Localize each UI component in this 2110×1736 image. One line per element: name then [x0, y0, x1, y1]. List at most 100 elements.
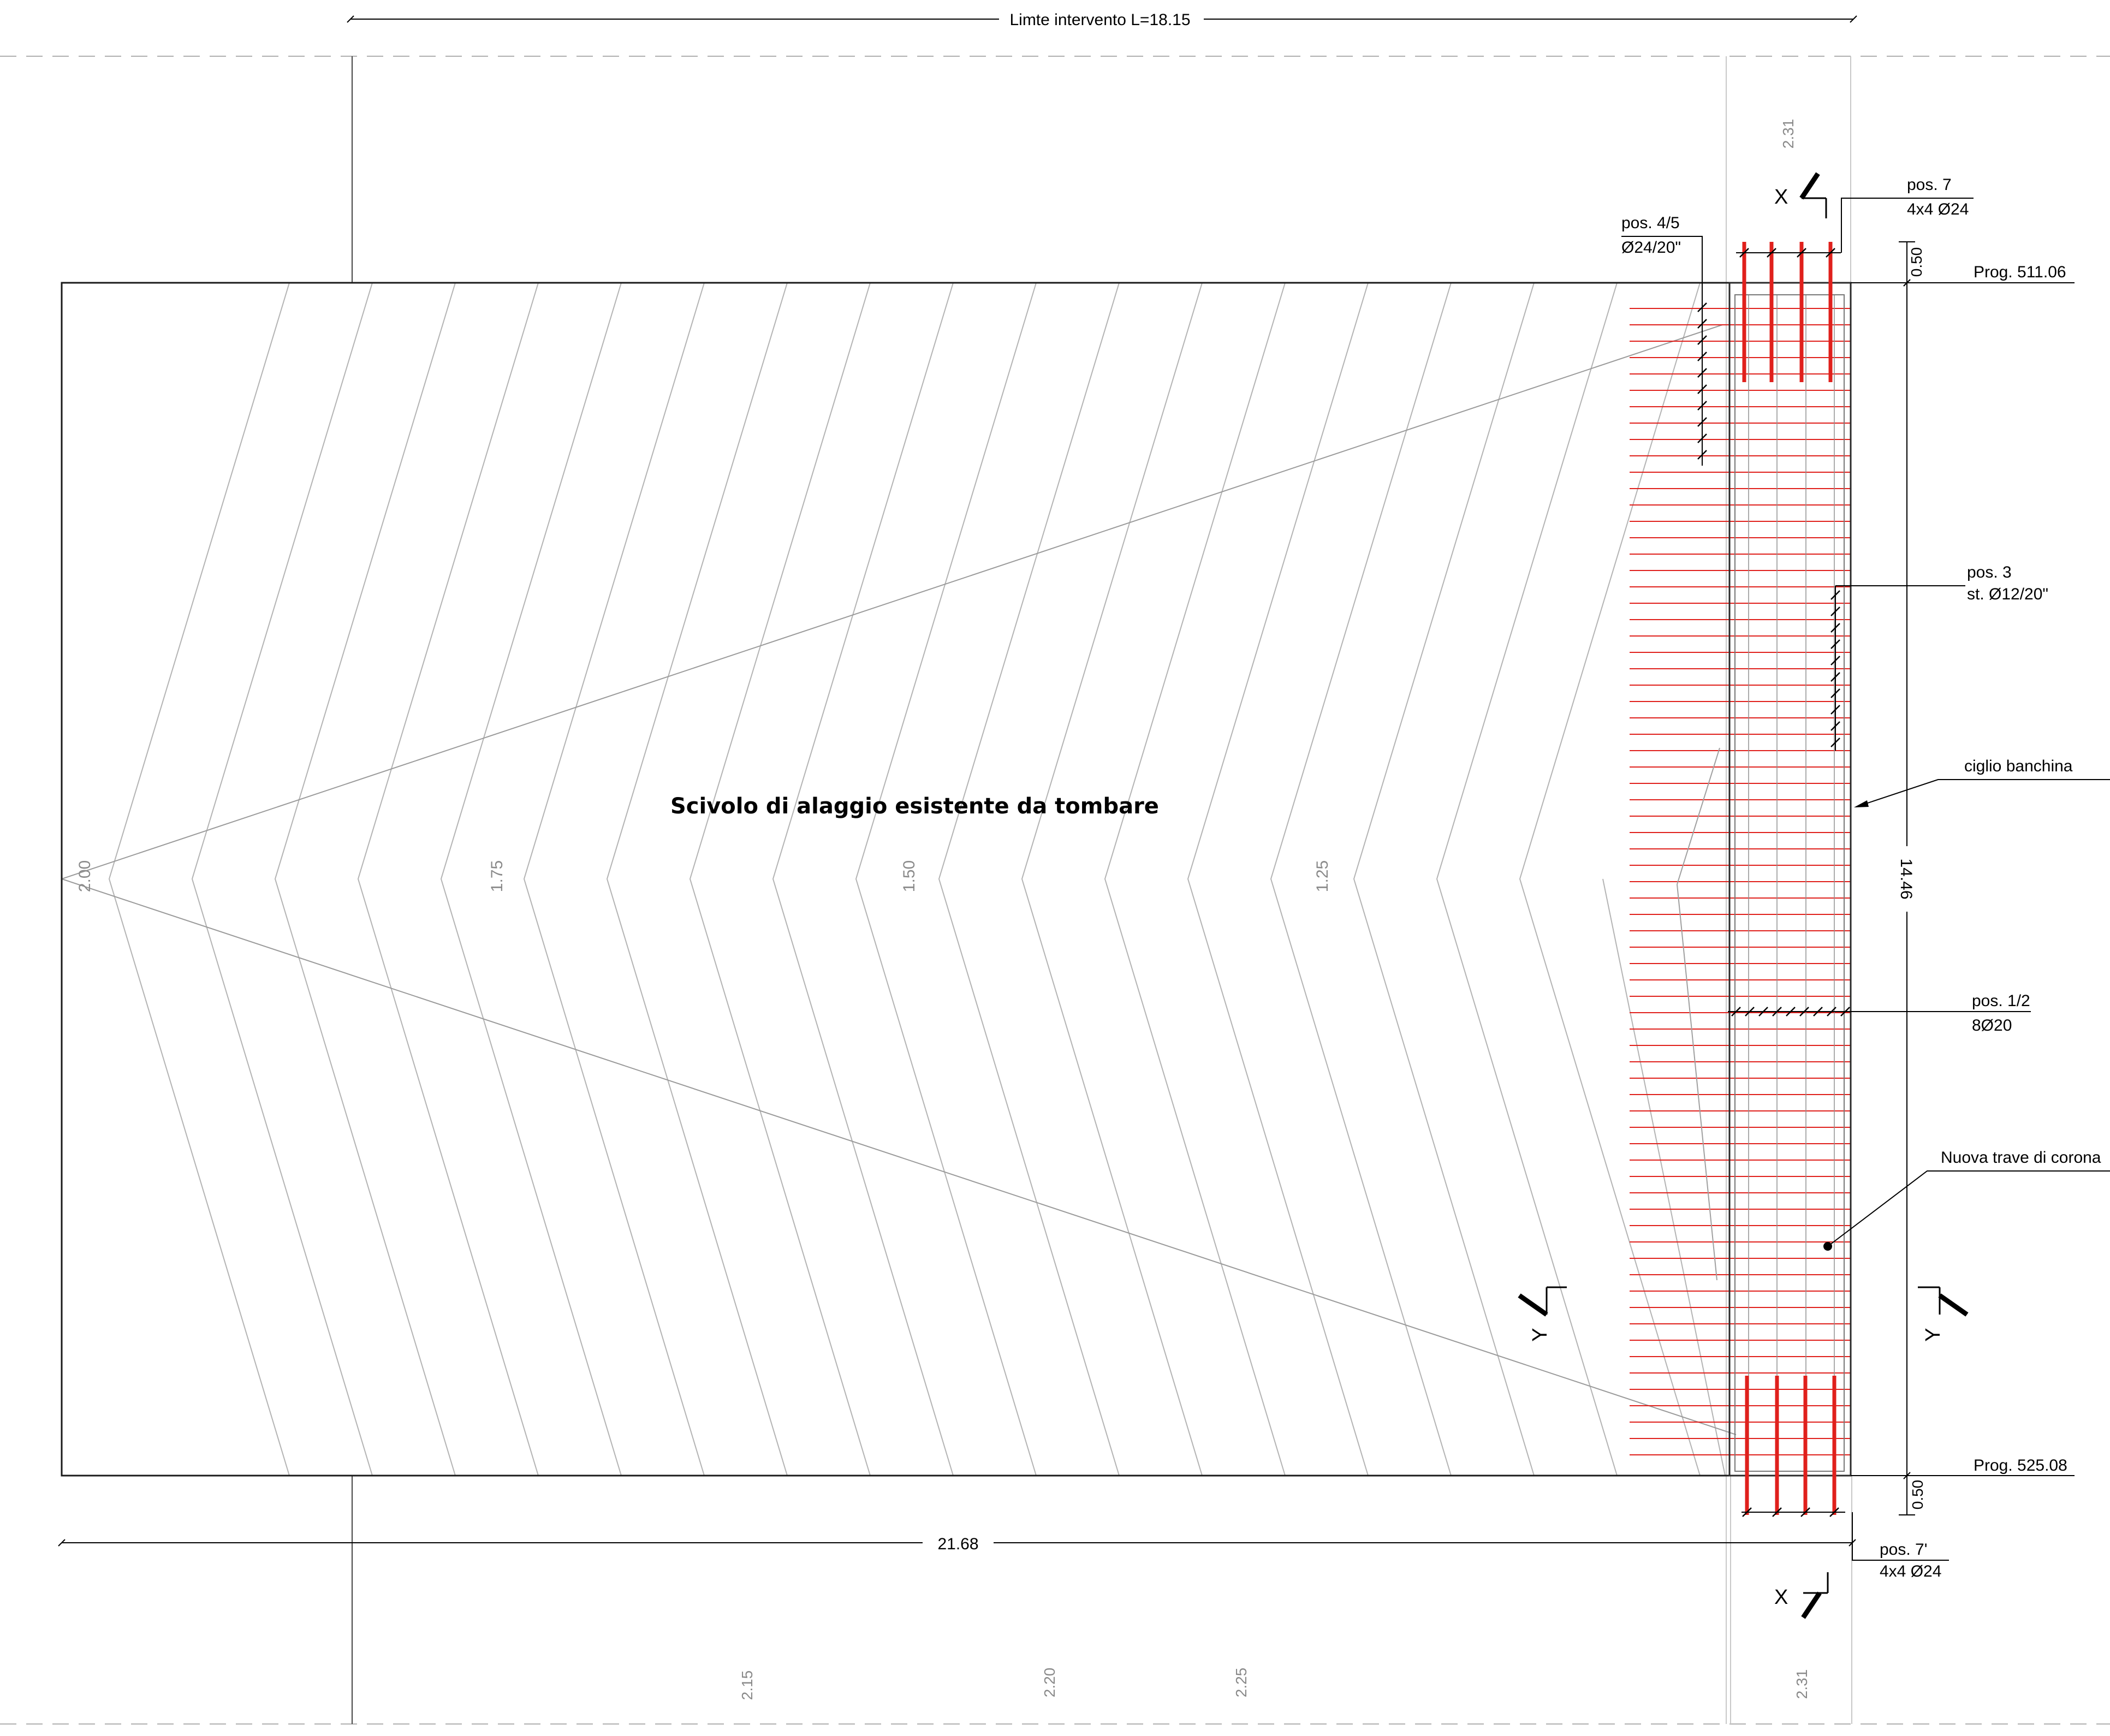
slash	[1745, 1007, 1755, 1016]
callout-pos3: pos. 3 st. Ø12/20"	[1835, 563, 2048, 751]
callout-pos12-line2: 8Ø20	[1972, 1016, 2012, 1035]
dim-offset-bottom-label: 0.50	[1909, 1480, 1926, 1510]
bottom-label-2-20: 2.20	[1041, 1668, 1058, 1698]
hatch-line	[855, 282, 1037, 1476]
callout-pos7b-line1: pos. 7'	[1880, 1541, 1927, 1559]
slash	[1826, 248, 1835, 258]
hatch-line	[1353, 282, 1535, 1476]
hatch-line	[1104, 282, 1286, 1476]
slash	[1799, 1007, 1809, 1016]
dim-offset-top-label: 0.50	[1908, 247, 1925, 277]
dim-offset-bottom: 0.50	[1899, 1476, 1926, 1515]
slash	[1742, 1507, 1752, 1517]
hatch-line	[108, 282, 290, 1476]
callout-ciglio-label: ciglio banchina	[1964, 757, 2073, 775]
section-mark-y-right: Y	[1918, 1286, 1969, 1342]
reference-lines	[0, 56, 2110, 1725]
hatch-line	[772, 282, 954, 1476]
callout-pos7b: pos. 7' 4x4 Ø24	[1852, 1512, 1949, 1580]
hatch-line	[1602, 878, 1726, 1476]
dim-offset-top: 0.50	[1899, 241, 1925, 287]
slash	[1758, 1007, 1768, 1016]
hatch-line	[1519, 282, 1701, 1476]
hatch-line	[357, 282, 539, 1476]
bottom-label-2-15: 2.15	[739, 1670, 756, 1701]
beam-grid	[1748, 295, 1835, 1471]
rebar-ties	[1728, 252, 1851, 1513]
column-lines	[1726, 56, 1852, 1724]
rebar-pos7	[1742, 242, 1833, 382]
dim-bottom-length: 21.68	[58, 1535, 1856, 1553]
slash	[1800, 1507, 1810, 1517]
section-mark-x-bottom-label: X	[1774, 1586, 1788, 1609]
callout-pos7-line1: pos. 7	[1907, 176, 1952, 194]
hatch-line	[440, 282, 622, 1476]
elevation-1-50: 1.50	[900, 860, 918, 892]
callout-pos7: pos. 7 4x4 Ø24	[1841, 176, 1974, 253]
slash	[1829, 1507, 1839, 1517]
callout-pos12-line1: pos. 1/2	[1972, 992, 2030, 1010]
slope-hatch	[108, 282, 1726, 1476]
prog-bottom-label: Prog. 525.08	[1974, 1456, 2067, 1475]
slash	[1731, 1007, 1741, 1016]
callout-pos7-line2: 4x4 Ø24	[1907, 200, 1969, 218]
callout-pos45: pos. 4/5 Ø24/20"	[1621, 214, 1703, 466]
slash	[1772, 1507, 1782, 1517]
section-mark-x-bottom: X	[1774, 1572, 1829, 1619]
main-label: Scivolo di alaggio esistente da tombare	[670, 794, 1159, 819]
triangle-lines	[61, 324, 1737, 1435]
slash	[1772, 1007, 1782, 1016]
callout-pos12: pos. 1/2 8Ø20	[1851, 992, 2031, 1035]
hatch-line	[1021, 282, 1203, 1476]
elevation-1-25: 1.25	[1313, 860, 1332, 892]
dim-bottom-length-label: 21.68	[937, 1535, 978, 1553]
elevation-2-00: 2.00	[76, 860, 94, 892]
hatch-line	[938, 282, 1120, 1476]
bottom-label-2-25: 2.25	[1233, 1668, 1250, 1698]
slash	[1786, 1007, 1796, 1016]
crown-beam-inner	[1734, 294, 1845, 1472]
hatch-line	[1187, 282, 1369, 1476]
crown-beam	[1728, 282, 1852, 1477]
hatch-line	[606, 282, 788, 1476]
hatch-line	[523, 282, 705, 1476]
slash	[1739, 248, 1749, 258]
dim-right-height-label: 14.46	[1897, 858, 1915, 899]
dim-right-height: 14.46	[1897, 279, 1915, 1479]
callout-nuova-label: Nuova trave di corona	[1941, 1149, 2101, 1167]
elevation-1-75: 1.75	[488, 860, 506, 892]
section-mark-x-top-label: X	[1774, 186, 1788, 209]
slash	[1840, 1007, 1850, 1016]
callout-pos7b-line2: 4x4 Ø24	[1880, 1562, 1941, 1580]
dim-col-width-bottom: 2.31	[1793, 1669, 1810, 1699]
dim-col-width-top: 2.31	[1780, 119, 1797, 149]
rebar-slash-marks	[1697, 248, 1850, 1517]
callout-pos45-line1: pos. 4/5	[1621, 214, 1680, 232]
dim-top-limit-label: Limte intervento L=18.15	[1009, 11, 1190, 29]
rebar-pos7-prime	[1745, 1376, 1836, 1515]
slash	[1813, 1007, 1823, 1016]
prog-top-label: Prog. 511.06	[1974, 263, 2066, 281]
rebar-horizontal	[1630, 308, 1851, 1455]
callout-ciglio: ciglio banchina	[1854, 757, 2110, 807]
slash	[1797, 248, 1806, 258]
callout-pos3-line1: pos. 3	[1967, 563, 2012, 581]
slash	[1827, 1007, 1836, 1016]
hatch-line	[191, 282, 373, 1476]
callout-pos3-line2: st. Ø12/20"	[1967, 585, 2048, 603]
dim-top-limit: Limte intervento L=18.15	[347, 11, 1857, 29]
hatch-line	[274, 282, 456, 1476]
hatch-line	[1436, 282, 1618, 1476]
callout-pos45-line2: Ø24/20"	[1621, 239, 1681, 257]
section-mark-y-right-label: Y	[1922, 1328, 1945, 1341]
section-mark-x-top: X	[1774, 172, 1827, 218]
hatch-line	[689, 282, 871, 1476]
slash	[1767, 248, 1776, 258]
section-mark-y-left: Y	[1518, 1286, 1567, 1342]
beam-diagonals	[1677, 747, 1720, 1281]
slipway-outline	[61, 282, 1852, 1477]
callout-nuova: Nuova trave di corona	[1823, 1149, 2110, 1251]
section-mark-y-left-label: Y	[1529, 1328, 1552, 1341]
hatch-line	[1270, 282, 1452, 1476]
